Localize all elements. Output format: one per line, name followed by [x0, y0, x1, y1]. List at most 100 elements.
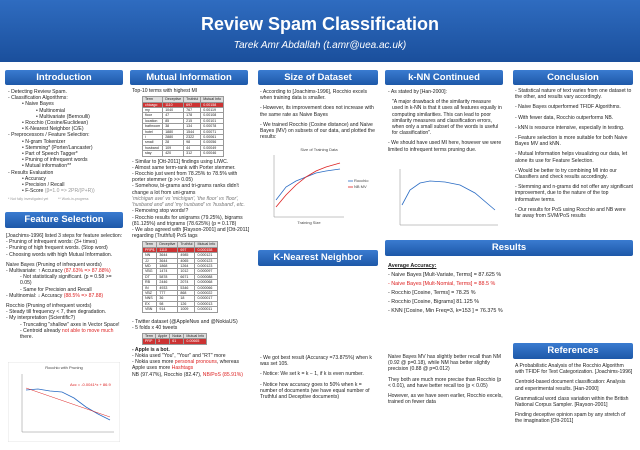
knn-chart	[399, 169, 498, 226]
line: - Naive Bayes [Mult-Nomial, Terms] = 88.…	[388, 281, 496, 287]
table-row: PRP 3 61 0.00665	[142, 338, 208, 345]
header-cell: Truthful	[177, 241, 196, 248]
table: Term Deceptive Truthful Mutual Info PRP$ 1110…	[141, 241, 219, 313]
footnotes: * Not fully investigated yet ** Work-in-…	[8, 196, 123, 202]
header-cell: Deceptive	[156, 241, 179, 248]
line: • Mutual information**	[22, 163, 72, 170]
line: • N-gram Tokenizer	[22, 138, 66, 145]
cell: 0.000066	[194, 284, 219, 292]
cell: 0.000068	[194, 279, 219, 286]
line: - We should have used MI here, however w…	[388, 140, 502, 153]
header-cell: Mutual Info	[194, 241, 219, 248]
table-row: VBG 1474 1012 0.000097	[141, 268, 219, 275]
cell: 0.000088	[194, 273, 219, 281]
cell: chicago	[141, 101, 164, 109]
cell: PRP	[142, 338, 156, 345]
table-row: location 85 215 0.00101	[141, 117, 225, 125]
line: - Twitter dataset (@AppleNws and @NokiaU…	[132, 318, 238, 325]
line: • F-Score (β=1.0 => 2PR/(P+R))	[8, 188, 123, 194]
cell: 0.00061	[200, 134, 225, 141]
line: - Not statistically significant. (p = 0.…	[20, 274, 112, 287]
x-axis-label: Training Size	[297, 220, 321, 225]
line: - Multivariate: ↑ Accuracy (87.63% => 87…	[6, 268, 124, 274]
header-cell: Term	[141, 96, 164, 103]
cell: VBZ	[141, 289, 158, 297]
results-content: Average Accuracy: - Naive Bayes [Mult-Va…	[388, 262, 628, 316]
cell: 0.00101	[200, 117, 225, 125]
line: - Truncating "shallow" axes in Vector Sp…	[20, 321, 120, 328]
cell: bathroom	[141, 123, 164, 130]
cell: 2322	[183, 134, 202, 141]
line: Naive Bayes MV has slightly better recal…	[388, 354, 501, 373]
note: (β=1.0 => 2PR/(P+R))	[44, 188, 95, 195]
line: - According to [Joachims-1996], Rocchio …	[260, 89, 368, 102]
line: They both are much more precise than Roc…	[388, 376, 502, 389]
cell: 0.000123	[194, 257, 219, 264]
cell: 0.00665	[183, 338, 208, 345]
cell: 0.000121	[194, 252, 219, 259]
knn-content: - We got best result (Accuracy =73.875%)…	[260, 355, 376, 400]
line: Top-10 terms with highest MI	[132, 88, 198, 94]
line: - With fewer data, Rocchio outperforms N…	[515, 114, 614, 121]
line: - Notice how accuracy goes to 50% when k…	[260, 381, 370, 401]
footnote: * Not fully investigated yet	[8, 197, 49, 202]
line: - Feature selection is more suitable for…	[515, 135, 628, 148]
header-cell: Truthful	[183, 96, 202, 103]
line: • Precision / Recall	[22, 182, 65, 189]
cell: NNS	[141, 295, 158, 302]
line: NB (97.47%), Rocchio (82.47), NB/PoS (85…	[132, 372, 250, 378]
reference: Grammatical word class variation within …	[515, 395, 629, 409]
mi-content: Top-10 terms with highest MI Term Decepti…	[132, 88, 250, 378]
quote: 'michigan ave' vs 'michigan', 'the floor…	[132, 195, 245, 209]
cell: MD	[141, 262, 158, 270]
table-row: PRP$ 1110 697 0.000158	[141, 246, 219, 254]
cell: DT	[141, 273, 158, 281]
table-row: MD 1868 1264 0.000123	[141, 262, 219, 270]
reference: Centroid-based document classification: …	[515, 379, 626, 392]
text: , whereas Apple uses more	[132, 359, 240, 372]
conclusion-content: - Statistical nature of text varies from…	[515, 88, 633, 219]
section-heading: Feature Selection	[5, 212, 123, 228]
table-header: Term Apple Nokia Mutual Info	[142, 332, 208, 340]
highlight: Hashtags	[171, 365, 194, 372]
line: - Nokia uses more personal pronouns, whe…	[132, 359, 250, 371]
chart-note: Acc = -0.0041*x + 86.9	[70, 382, 111, 387]
line: - As stated by [Han-2000]:	[388, 89, 447, 95]
section-heading: k-NN Continued	[385, 70, 503, 85]
cell: husband	[141, 144, 164, 152]
cell: 0.000097	[194, 268, 219, 275]
legend-label: Rocchio	[354, 178, 369, 183]
line: - Naive Bayes outperformed TFIDF Algorit…	[515, 104, 621, 111]
cell: 3	[154, 338, 171, 345]
cell: 0.00046	[200, 150, 225, 157]
chart-title: Rocchio with Pruning	[45, 365, 83, 370]
cell: 0.000011	[194, 306, 219, 313]
line: - Nokia used "You", "Your" and "RT" more	[132, 353, 226, 360]
cell: 914	[156, 306, 179, 313]
line: • Stemming* (Porter/Lancaster)	[22, 144, 93, 151]
cell: NN	[141, 252, 158, 259]
table-header: Term Deceptive Truthful Mutual Info	[141, 96, 225, 103]
rocchio-chart: Rocchio with Pruning Acc = -0.0041*x + 8…	[8, 362, 120, 442]
subtitle: Tarek Amr Abdallah (t.amr@uea.ac.uk)	[233, 40, 407, 51]
table-row: VBN 914 1009 0.000011	[141, 306, 219, 313]
line: - Apple is a bot.	[132, 346, 170, 353]
table-row: stay 420 312 0.00046	[141, 150, 225, 157]
line: - Rocchio [Cosine, Bigrams] 81.125 %	[388, 299, 480, 305]
text: - Nokia uses more	[132, 359, 175, 366]
line: - Detecting Review Spam.	[8, 89, 67, 95]
text: • F-Score	[22, 188, 44, 195]
table-slot: Term Deceptive Truthful Mutual Info chicago 1…	[132, 96, 250, 157]
knn-cont-content: - As stated by [Han-2000]: "A major draw…	[388, 89, 502, 153]
highlight: (88.5% => 87.88)	[63, 292, 104, 299]
line: - Mutual Information helps visualizing o…	[515, 151, 628, 164]
cell: PRP$	[141, 246, 158, 254]
header-cell: Mutual Info	[183, 332, 208, 340]
cell: 0.00158	[200, 101, 225, 109]
line: - Centroid already not able to move much…	[6, 328, 124, 340]
line: - We trained Rocchio (Cosine distance) a…	[260, 121, 375, 141]
cell: 5346	[177, 284, 196, 292]
cell: EX	[141, 300, 158, 308]
line: - Choosing words with high Mutual Inform…	[6, 251, 113, 258]
